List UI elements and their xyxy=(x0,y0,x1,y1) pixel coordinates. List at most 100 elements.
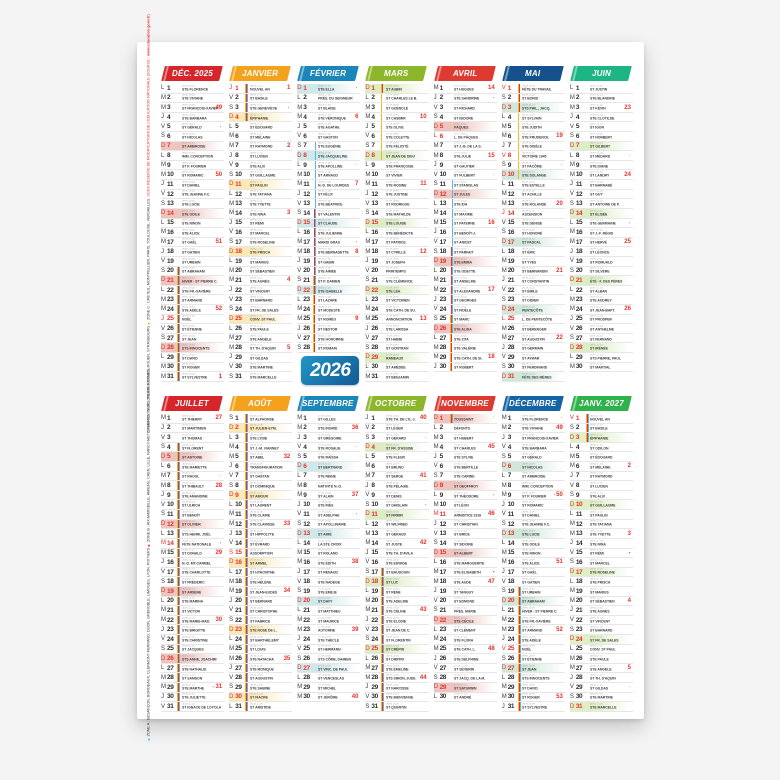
day-number: 6 xyxy=(167,462,171,470)
weekday-letter: S xyxy=(433,472,438,479)
sun-times: 08:09 19:03 xyxy=(385,664,399,668)
day-number: 17 xyxy=(167,238,174,246)
weekday-letter: M xyxy=(365,665,371,672)
sun-times: 07:07 20:32 xyxy=(454,238,467,241)
day-row: M 7 08:09 19:03 ST SERGE 41 xyxy=(365,472,429,482)
day-number: 11 xyxy=(575,180,582,188)
sun-times: 08:40 16:54 xyxy=(522,539,535,543)
day-number: 15 xyxy=(167,219,174,227)
day-number: 18 xyxy=(167,578,174,586)
day-name: PRÉS. MARIE xyxy=(454,610,477,614)
months-row-2: JUILLET M 1 05:59 21:51 ST THIERRY 27 J 2 05:59 … xyxy=(161,396,638,712)
sun-times: 08:43 17:11 xyxy=(249,315,263,318)
sun-times: 05:59 21:51 xyxy=(181,434,195,437)
day-number: 23 xyxy=(507,626,515,634)
day-number: 15 xyxy=(507,219,515,227)
weekday-letter: M xyxy=(161,229,166,236)
day-name: L. DE PENTECÔTE xyxy=(522,318,553,323)
weekday-letter: M xyxy=(365,540,371,547)
weekday-letter: J xyxy=(569,315,573,322)
day-number: 7 xyxy=(575,142,580,150)
sun-times: 07:59 17:15 xyxy=(454,578,467,581)
sun-times: 08:40 16:54 xyxy=(522,510,535,514)
weekday-letter: M xyxy=(501,335,507,342)
day-row: M 20 08:43 17:11 ST SÉBASTIEN xyxy=(229,267,293,277)
day-number: 18 xyxy=(439,578,447,586)
day-number: 29 xyxy=(507,683,515,691)
day-row: M 18 07:59 17:15 STE AUDE 47 xyxy=(433,577,497,587)
month-header: JANVIER xyxy=(229,66,292,81)
day-row: D 1 07:59 17:15 TOUSSAINT ○ xyxy=(433,414,497,424)
sun-times: 08:43 17:11 xyxy=(249,334,263,338)
day-number: 27 xyxy=(439,664,447,672)
day-row: V 22 08:42 17:10 ST VINCENT xyxy=(569,616,633,626)
day-name: STE NINON xyxy=(181,222,200,227)
day-name: ST CLAUDE xyxy=(317,222,338,227)
week-number: 6 xyxy=(355,114,359,121)
school-holiday-stripe xyxy=(517,586,521,596)
day-row: V 5 05:47 21:53 ST IGOR xyxy=(569,122,633,133)
day-row: J 21 06:14 21:16 ST CONSTANTIN xyxy=(501,276,565,286)
sun-times: 07:24 20:05 xyxy=(317,520,331,523)
weekday-letter: M xyxy=(569,94,575,101)
weekday-letter: D xyxy=(569,569,575,576)
day-row: D 16 06:39 21:06 ST ARMEL xyxy=(229,558,293,568)
day-name: STE SANDRINE xyxy=(454,97,480,102)
day-number: 7 xyxy=(507,142,512,150)
school-holiday-stripe xyxy=(177,372,180,381)
day-number: 31 xyxy=(167,703,174,711)
day-row: M 1 05:59 21:51 ST THIERRY 27 xyxy=(161,414,225,424)
sun-times: 08:42 17:10 xyxy=(590,578,604,581)
day-number: 10 xyxy=(371,171,378,179)
sun-times: 07:07 20:32 xyxy=(454,334,467,338)
weekday-letter: J xyxy=(569,181,573,188)
sun-times: 08:43 17:11 xyxy=(249,325,263,328)
day-name: STE CHRISTINE xyxy=(181,639,208,643)
sun-times: 05:59 21:51 xyxy=(181,482,195,485)
weekday-letter: S xyxy=(365,434,370,441)
sun-times: 05:47 21:53 xyxy=(590,238,604,241)
day-number: 27 xyxy=(167,664,174,672)
day-row: L 15 05:47 21:53 STE GERMAINE ◗ xyxy=(569,219,633,229)
day-name: STE BERTILLE xyxy=(454,466,479,470)
weekday-letter: M xyxy=(501,684,507,691)
day-name: ST ARSÈNE xyxy=(181,590,201,595)
school-holiday-stripe xyxy=(177,625,180,635)
week-number: 38 xyxy=(351,559,359,566)
weekday-letter: S xyxy=(229,549,234,556)
day-row: M 5 06:39 21:06 ST ABEL 32 xyxy=(229,452,293,463)
sun-times: 08:09 17:58 xyxy=(317,334,331,338)
day-row: M 28 07:07 20:32 STE VALÉRIE xyxy=(433,343,497,354)
sun-times: 08:42 17:10 xyxy=(590,645,604,648)
sun-times: 07:14 18:45 xyxy=(385,305,399,309)
sun-times: 08:43 17:11 xyxy=(249,84,263,88)
sun-times: 07:59 17:15 xyxy=(454,453,467,456)
day-name: ST FR. D'ASSISE xyxy=(385,446,414,451)
school-holiday-stripe xyxy=(245,663,249,673)
weekday-letter: D xyxy=(569,501,575,508)
weekday-letter: D xyxy=(501,530,507,537)
weekday-letter: J xyxy=(501,636,505,643)
day-name: CONV. ST PAUL xyxy=(590,648,616,653)
day-row: M 22 07:07 20:32 ST ALEXANDRE 17 xyxy=(433,285,497,296)
day-name: STE BARBARA xyxy=(181,116,207,121)
day-row: M 19 08:42 17:10 ST MARIUS xyxy=(569,587,633,597)
weekday-letter: D xyxy=(297,530,302,537)
day-name: STE NINON xyxy=(522,552,541,557)
weekday-letter: V xyxy=(365,693,370,700)
day-row: D 31 08:42 17:10 STE MARCELLE xyxy=(569,702,633,712)
day-number: 25 xyxy=(371,315,378,323)
weekday-letter: M xyxy=(569,665,575,672)
day-number: 14 xyxy=(235,209,242,217)
sun-times: 07:07 20:32 xyxy=(454,161,467,165)
day-row: L 27 07:07 20:32 STE ZITA xyxy=(433,333,497,344)
day-number: 29 xyxy=(235,353,242,361)
weekday-letter: L xyxy=(433,626,437,633)
day-row: J 5 07:14 18:45 STE OLIVE xyxy=(365,122,429,133)
weekday-letter: M xyxy=(433,344,439,351)
day-number: 23 xyxy=(371,626,378,634)
day-row: S 28 07:14 18:45 ST GONTRAN xyxy=(365,343,429,354)
weekday-letter: S xyxy=(365,277,370,284)
week-number: 40 xyxy=(351,693,359,700)
day-number: 25 xyxy=(507,315,515,323)
